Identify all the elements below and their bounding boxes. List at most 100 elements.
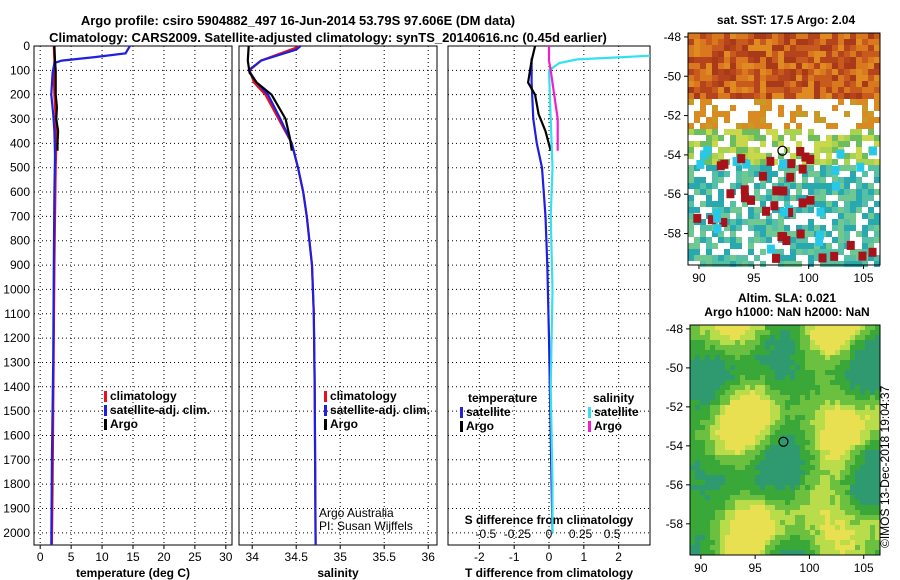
map-cell <box>790 355 795 360</box>
map-cell <box>770 450 775 455</box>
map-cell <box>720 475 725 480</box>
map-cell <box>814 111 820 117</box>
map-cell <box>810 350 815 355</box>
map-cell <box>700 440 705 445</box>
map-cell <box>690 490 695 495</box>
map-cell <box>688 159 694 165</box>
map-cell <box>856 33 862 39</box>
map-cell <box>785 485 790 490</box>
map-cell <box>715 500 720 505</box>
map-cell <box>808 33 814 39</box>
map-cell <box>765 390 770 395</box>
map-cell <box>840 545 845 550</box>
map-cell <box>760 231 766 237</box>
map-cell <box>755 535 760 540</box>
map-cell <box>790 465 795 470</box>
map-cell <box>720 350 725 355</box>
map-cell <box>742 57 748 63</box>
map-cell <box>694 249 700 255</box>
map-cell <box>850 33 856 39</box>
map-cell <box>820 159 826 165</box>
map-cell <box>770 455 775 460</box>
map-patch <box>796 147 805 157</box>
map-cell <box>860 400 865 405</box>
map-cell <box>862 45 868 51</box>
map-cell <box>710 390 715 395</box>
map-cell <box>838 111 844 117</box>
map-cell <box>820 345 825 350</box>
map-cell <box>715 400 720 405</box>
map-cell <box>785 455 790 460</box>
map-cell <box>844 225 850 231</box>
legend-entry: satellite <box>594 405 639 419</box>
map-cell <box>780 335 785 340</box>
map-cell <box>730 135 736 141</box>
map-cell <box>865 405 870 410</box>
map-cell <box>860 525 865 530</box>
map-cell <box>695 325 700 330</box>
map-cell <box>826 135 832 141</box>
map-cell <box>865 435 870 440</box>
map-cell <box>850 470 855 475</box>
map-cell <box>832 213 838 219</box>
map-cell <box>865 360 870 365</box>
map-cell <box>850 405 855 410</box>
map-cell <box>760 111 766 117</box>
map-cell <box>840 550 845 555</box>
map-cell <box>832 99 838 105</box>
map-cell <box>718 81 724 87</box>
map-cell <box>830 455 835 460</box>
x-tick-label: 25 <box>188 550 202 564</box>
map-cell <box>785 550 790 555</box>
map-cell <box>815 490 820 495</box>
map-cell <box>760 535 765 540</box>
map-cell <box>695 355 700 360</box>
map-cell <box>700 183 706 189</box>
map-cell <box>795 365 800 370</box>
map-cell <box>778 63 784 69</box>
map-cell <box>805 440 810 445</box>
map-frame <box>689 324 881 556</box>
map-cell <box>745 465 750 470</box>
map-cell <box>825 355 830 360</box>
map-cell <box>820 365 825 370</box>
map-cell <box>706 159 712 165</box>
map-cell <box>712 195 718 201</box>
map-cell <box>790 135 796 141</box>
map-cell <box>860 380 865 385</box>
map-cell <box>838 207 844 213</box>
map-cell <box>862 225 868 231</box>
map-cell <box>755 410 760 415</box>
map-cell <box>826 111 832 117</box>
map-cell <box>862 159 868 165</box>
map-cell <box>766 189 772 195</box>
map-cell <box>770 415 775 420</box>
map-cell <box>808 39 814 45</box>
map-cell <box>700 350 705 355</box>
map-cell <box>865 330 870 335</box>
map-cell <box>835 515 840 520</box>
map-cell <box>760 243 766 249</box>
map-cell <box>865 530 870 535</box>
map-cell <box>830 440 835 445</box>
map-cell <box>705 395 710 400</box>
map-cell <box>820 69 826 75</box>
map-cell <box>830 475 835 480</box>
y-tick-label: 1100 <box>4 307 30 321</box>
map-cell <box>796 93 802 99</box>
map-cell <box>690 495 695 500</box>
map-cell <box>710 495 715 500</box>
map-cell <box>802 93 808 99</box>
map-cell <box>765 550 770 555</box>
map-cell <box>712 51 718 57</box>
map-cell <box>735 550 740 555</box>
map-cell <box>760 510 765 515</box>
map-cell <box>832 123 838 129</box>
map-cell <box>826 159 832 165</box>
map-cell <box>742 63 748 69</box>
map-cell <box>825 455 830 460</box>
map-cell <box>845 530 850 535</box>
map-cell <box>745 535 750 540</box>
map-cell <box>815 440 820 445</box>
map-cell <box>808 177 814 183</box>
